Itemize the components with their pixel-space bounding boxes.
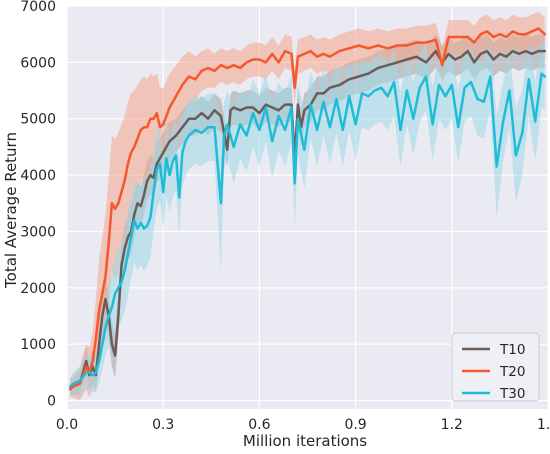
series-line-t10	[68, 49, 547, 388]
y-axis-label: Total Average Return	[2, 132, 20, 289]
x-tick-label: 0.6	[248, 417, 270, 433]
y-tick-label: 3000	[20, 224, 56, 240]
y-tick-label: 6000	[20, 55, 56, 71]
legend-label-t30: T30	[499, 386, 525, 402]
x-axis-label: Million iterations	[243, 432, 367, 450]
series-line-t20	[68, 27, 547, 391]
x-tick-label: 0.3	[152, 417, 174, 433]
band-t30	[70, 39, 545, 395]
y-tick-label: 4000	[20, 168, 56, 184]
legend-label-t20: T20	[499, 364, 525, 380]
y-tick-label: 2000	[20, 281, 56, 297]
x-tick-label: 0.0	[56, 417, 78, 433]
legend-box	[451, 332, 540, 402]
x-tick-labels: 0.0 0.3 0.6 0.9 1.2 1.5	[56, 417, 550, 433]
y-tick-labels: 0 1000 2000 3000 4000 5000 6000 7000	[20, 0, 56, 410]
legend-label-t10: T10	[499, 342, 525, 358]
y-tick-label: 5000	[20, 112, 56, 128]
confidence-bands	[70, 11, 545, 401]
x-tick-label: 1.2	[441, 417, 463, 433]
x-tick-label: 1.5	[537, 417, 550, 433]
series-line-t30	[68, 72, 547, 388]
x-tick-label: 0.9	[344, 417, 366, 433]
y-tick-label: 7000	[20, 0, 56, 15]
y-tick-label: 0	[47, 394, 56, 410]
legend: T10 T20 T30	[451, 332, 540, 402]
series-lines	[68, 27, 547, 391]
y-tick-label: 1000	[20, 337, 56, 353]
band-t20	[70, 11, 545, 401]
